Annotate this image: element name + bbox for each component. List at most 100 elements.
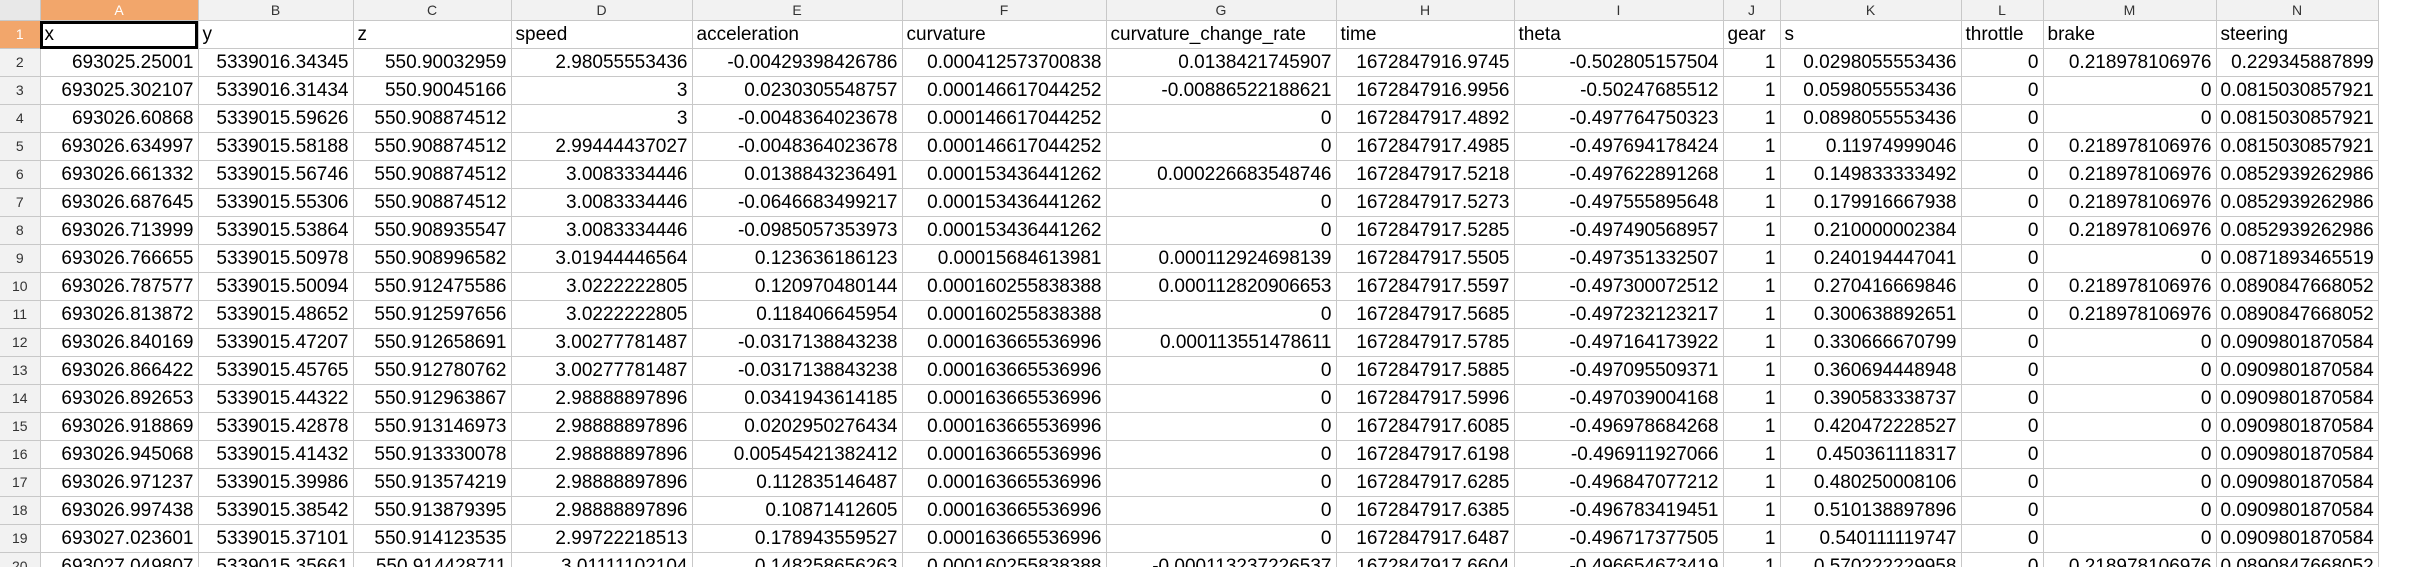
cell-b18[interactable]: 5339015.38542	[198, 496, 354, 525]
cell-b20[interactable]: 5339015.35661	[198, 552, 354, 567]
row-header-13[interactable]: 13	[0, 356, 41, 385]
cell-n3[interactable]: 0.0815030857921	[2216, 76, 2379, 105]
cell-d7[interactable]: 3.0083334446	[511, 188, 693, 217]
cell-e4[interactable]: -0.0048364023678	[692, 104, 903, 133]
cell-h19[interactable]: 1672847917.6487	[1336, 524, 1515, 553]
cell-l12[interactable]: 0	[1961, 328, 2044, 357]
cell-m18[interactable]: 0	[2043, 496, 2217, 525]
cell-f1[interactable]: curvature	[902, 20, 1107, 49]
column-header-a[interactable]: A	[40, 0, 199, 21]
cell-j13[interactable]: 1	[1723, 356, 1781, 385]
cell-j9[interactable]: 1	[1723, 244, 1781, 273]
cell-g5[interactable]: 0	[1106, 132, 1337, 161]
cell-k17[interactable]: 0.480250008106	[1780, 468, 1962, 497]
cell-i17[interactable]: -0.496847077212	[1514, 468, 1724, 497]
cell-i12[interactable]: -0.497164173922	[1514, 328, 1724, 357]
cell-c12[interactable]: 550.912658691	[353, 328, 512, 357]
cell-k5[interactable]: 0.11974999046	[1780, 132, 1962, 161]
cell-a9[interactable]: 693026.766655	[40, 244, 199, 273]
cell-b11[interactable]: 5339015.48652	[198, 300, 354, 329]
cell-k14[interactable]: 0.390583338737	[1780, 384, 1962, 413]
cell-i3[interactable]: -0.50247685512	[1514, 76, 1724, 105]
cell-e17[interactable]: 0.112835146487	[692, 468, 903, 497]
cell-n14[interactable]: 0.0909801870584	[2216, 384, 2379, 413]
cell-h14[interactable]: 1672847917.5996	[1336, 384, 1515, 413]
column-header-d[interactable]: D	[511, 0, 693, 21]
cell-a16[interactable]: 693026.945068	[40, 440, 199, 469]
cell-d16[interactable]: 2.98888897896	[511, 440, 693, 469]
column-header-b[interactable]: B	[198, 0, 354, 21]
row-header-14[interactable]: 14	[0, 384, 41, 413]
cell-f3[interactable]: 0.000146617044252	[902, 76, 1107, 105]
cell-b19[interactable]: 5339015.37101	[198, 524, 354, 553]
cell-c13[interactable]: 550.912780762	[353, 356, 512, 385]
row-header-1[interactable]: 1	[0, 20, 41, 49]
cell-b6[interactable]: 5339015.56746	[198, 160, 354, 189]
row-header-15[interactable]: 15	[0, 412, 41, 441]
cell-m14[interactable]: 0	[2043, 384, 2217, 413]
cell-c18[interactable]: 550.913879395	[353, 496, 512, 525]
cell-j7[interactable]: 1	[1723, 188, 1781, 217]
cell-c19[interactable]: 550.914123535	[353, 524, 512, 553]
cell-l2[interactable]: 0	[1961, 48, 2044, 77]
cell-k18[interactable]: 0.510138897896	[1780, 496, 1962, 525]
cell-g2[interactable]: 0.0138421745907	[1106, 48, 1337, 77]
column-header-j[interactable]: J	[1723, 0, 1781, 21]
cell-e9[interactable]: 0.123636186123	[692, 244, 903, 273]
cell-d12[interactable]: 3.00277781487	[511, 328, 693, 357]
cell-c15[interactable]: 550.913146973	[353, 412, 512, 441]
cell-g3[interactable]: -0.00886522188621	[1106, 76, 1337, 105]
cell-n4[interactable]: 0.0815030857921	[2216, 104, 2379, 133]
cell-k3[interactable]: 0.0598055553436	[1780, 76, 1962, 105]
cell-j12[interactable]: 1	[1723, 328, 1781, 357]
cell-k7[interactable]: 0.179916667938	[1780, 188, 1962, 217]
cell-g16[interactable]: 0	[1106, 440, 1337, 469]
cell-b9[interactable]: 5339015.50978	[198, 244, 354, 273]
cell-n5[interactable]: 0.0815030857921	[2216, 132, 2379, 161]
cell-j18[interactable]: 1	[1723, 496, 1781, 525]
cell-l9[interactable]: 0	[1961, 244, 2044, 273]
cell-c3[interactable]: 550.90045166	[353, 76, 512, 105]
cell-n13[interactable]: 0.0909801870584	[2216, 356, 2379, 385]
cell-j11[interactable]: 1	[1723, 300, 1781, 329]
cell-i19[interactable]: -0.496717377505	[1514, 524, 1724, 553]
cell-j17[interactable]: 1	[1723, 468, 1781, 497]
cell-e5[interactable]: -0.0048364023678	[692, 132, 903, 161]
row-header-3[interactable]: 3	[0, 76, 41, 105]
cell-g4[interactable]: 0	[1106, 104, 1337, 133]
cell-f7[interactable]: 0.000153436441262	[902, 188, 1107, 217]
cell-h12[interactable]: 1672847917.5785	[1336, 328, 1515, 357]
cell-b15[interactable]: 5339015.42878	[198, 412, 354, 441]
cell-a15[interactable]: 693026.918869	[40, 412, 199, 441]
cell-h7[interactable]: 1672847917.5273	[1336, 188, 1515, 217]
column-header-l[interactable]: L	[1961, 0, 2044, 21]
cell-c16[interactable]: 550.913330078	[353, 440, 512, 469]
cell-l7[interactable]: 0	[1961, 188, 2044, 217]
cell-m9[interactable]: 0	[2043, 244, 2217, 273]
cell-e6[interactable]: 0.0138843236491	[692, 160, 903, 189]
cell-d6[interactable]: 3.0083334446	[511, 160, 693, 189]
cell-i18[interactable]: -0.496783419451	[1514, 496, 1724, 525]
cell-i15[interactable]: -0.496978684268	[1514, 412, 1724, 441]
cell-i10[interactable]: -0.497300072512	[1514, 272, 1724, 301]
cell-n20[interactable]: 0.0890847668052	[2216, 552, 2379, 567]
cell-g6[interactable]: 0.000226683548746	[1106, 160, 1337, 189]
cell-l15[interactable]: 0	[1961, 412, 2044, 441]
row-header-11[interactable]: 11	[0, 300, 41, 329]
cell-i6[interactable]: -0.497622891268	[1514, 160, 1724, 189]
column-header-i[interactable]: I	[1514, 0, 1724, 21]
cell-a1[interactable]: x	[40, 20, 199, 49]
cell-k12[interactable]: 0.330666670799	[1780, 328, 1962, 357]
cell-a19[interactable]: 693027.023601	[40, 524, 199, 553]
cell-c9[interactable]: 550.908996582	[353, 244, 512, 273]
cell-b14[interactable]: 5339015.44322	[198, 384, 354, 413]
column-header-e[interactable]: E	[692, 0, 903, 21]
cell-e7[interactable]: -0.0646683499217	[692, 188, 903, 217]
cell-e15[interactable]: 0.0202950276434	[692, 412, 903, 441]
cell-a2[interactable]: 693025.25001	[40, 48, 199, 77]
cell-c20[interactable]: 550.914428711	[353, 552, 512, 567]
cell-a5[interactable]: 693026.634997	[40, 132, 199, 161]
cell-i13[interactable]: -0.497095509371	[1514, 356, 1724, 385]
select-all-corner[interactable]	[0, 0, 41, 21]
row-header-7[interactable]: 7	[0, 188, 41, 217]
